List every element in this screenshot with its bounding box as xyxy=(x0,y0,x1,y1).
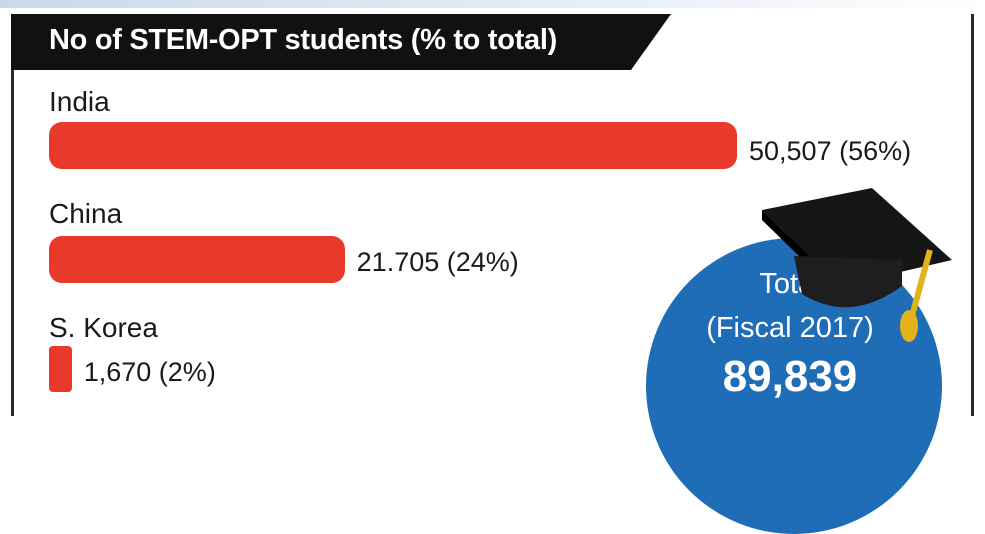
category-label-india: India xyxy=(49,86,110,117)
frame-right-border xyxy=(971,14,974,416)
chart-header: No of STEM-OPT students (% to total) xyxy=(11,14,671,70)
value-label-s-korea: 1,670 (2%) xyxy=(83,357,216,387)
category-label-china: China xyxy=(49,198,123,229)
category-label-s-korea: S. Korea xyxy=(49,312,158,343)
total-value: 89,839 xyxy=(722,352,858,401)
value-label-india: 50,507 (56%) xyxy=(749,136,912,166)
value-label-china: 21.705 (24%) xyxy=(356,247,519,277)
total-period: (Fiscal 2017) xyxy=(706,312,874,344)
chart-title: No of STEM-OPT students (% to total) xyxy=(49,24,557,56)
bar-china xyxy=(49,236,345,283)
bar-s-korea xyxy=(49,346,72,392)
bar-india xyxy=(49,122,737,169)
frame-left-border xyxy=(11,14,14,416)
graduation-cap-icon xyxy=(762,188,952,342)
header-banner xyxy=(11,14,671,70)
top-decorative-strip xyxy=(0,0,985,8)
